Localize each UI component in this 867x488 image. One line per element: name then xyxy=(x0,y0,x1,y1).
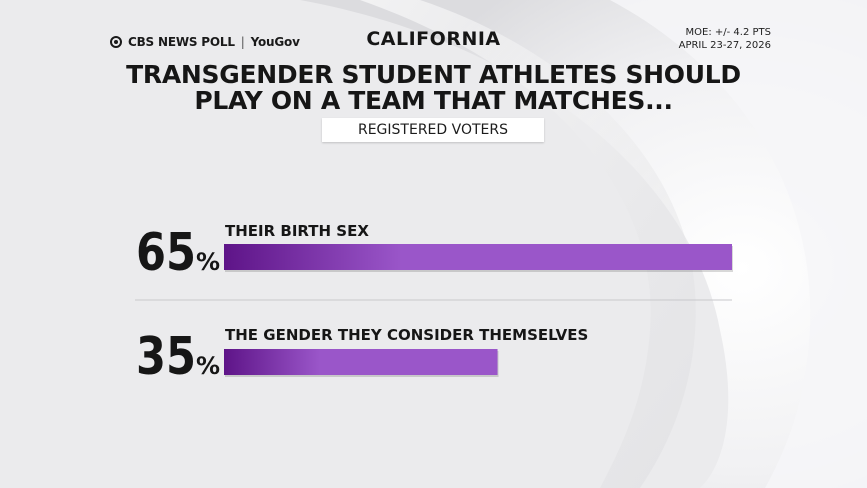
title-line-2: PLAY ON A TEAM THAT MATCHES... xyxy=(194,86,673,115)
poll-dates: APRIL 23-27, 2026 xyxy=(678,40,771,51)
brand-poll-name: CBS NEWS POLL xyxy=(128,35,235,49)
chart-title: TRANSGENDER STUDENT ATHLETES SHOULD PLAY… xyxy=(40,62,827,114)
poll-meta: MOE: +/- 4.2 PTS APRIL 23-27, 2026 xyxy=(679,26,771,52)
brand-logo: CBS NEWS POLL | YouGov xyxy=(110,34,300,50)
brand-partner: YouGov xyxy=(250,35,300,49)
state-heading: CALIFORNIA xyxy=(366,28,501,50)
category-label-2: THE GENDER THEY CONSIDER THEMSELVES xyxy=(225,326,588,344)
percent-sign-2: % xyxy=(196,352,220,380)
category-label-1: THEIR BIRTH SEX xyxy=(225,222,369,240)
percent-sign-1: % xyxy=(196,248,220,276)
value-label-1: 65 xyxy=(136,223,196,283)
cbs-eye-icon xyxy=(110,36,122,48)
title-line-1: TRANSGENDER STUDENT ATHLETES SHOULD xyxy=(126,60,741,89)
subtitle-pill: REGISTERED VOTERS xyxy=(322,118,544,142)
margin-of-error: MOE: +/- 4.2 PTS xyxy=(685,27,771,38)
bar-2 xyxy=(224,349,498,375)
brand-separator: | xyxy=(240,35,245,49)
value-label-2: 35 xyxy=(136,327,196,387)
bar-1 xyxy=(224,244,732,270)
